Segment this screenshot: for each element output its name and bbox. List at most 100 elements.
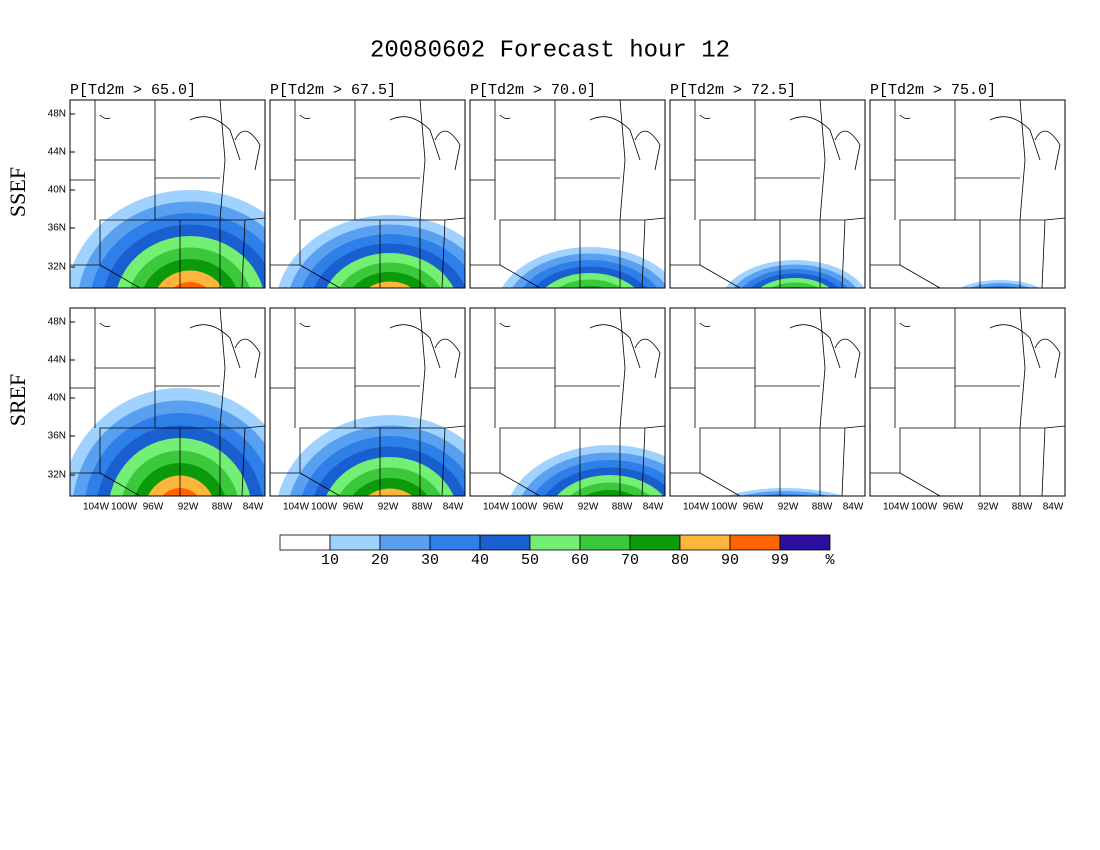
state-border — [899, 264, 941, 288]
lon-label: 88W — [1012, 502, 1033, 513]
colorbar-label: 80 — [671, 552, 689, 569]
lat-label: 36N — [48, 223, 66, 234]
map-panel — [270, 100, 465, 329]
panel-frame — [469, 307, 666, 497]
state-border — [299, 264, 341, 288]
row-label: SSEF — [5, 167, 30, 217]
panel-title: P[Td2m > 75.0] — [870, 82, 996, 99]
state-border — [899, 322, 911, 327]
map-panel — [870, 308, 1065, 496]
lon-label: 104W — [83, 502, 110, 513]
state-border — [699, 322, 711, 327]
state-border — [634, 130, 661, 171]
lon-label: 104W — [283, 502, 310, 513]
state-border — [699, 472, 741, 496]
state-border — [870, 308, 896, 389]
state-border — [95, 100, 156, 161]
state-border — [1034, 338, 1061, 379]
probability-area — [367, 291, 413, 329]
state-border — [789, 116, 841, 161]
panel-frame — [869, 307, 1066, 497]
lon-label: 96W — [943, 502, 964, 513]
colorbar-label: 90 — [721, 552, 739, 569]
state-border — [270, 308, 296, 389]
lat-label: 40N — [48, 185, 66, 196]
state-border — [555, 217, 665, 221]
state-border — [1034, 130, 1061, 171]
panel-title: P[Td2m > 70.0] — [470, 82, 596, 99]
probability-area — [575, 286, 605, 288]
state-border — [955, 217, 1065, 221]
colorbar-box — [479, 534, 531, 551]
state-border — [299, 472, 341, 496]
probability-area — [569, 482, 651, 496]
probability-area — [368, 281, 412, 288]
colorbar-label: 30 — [421, 552, 439, 569]
lon-label: 84W — [1043, 502, 1064, 513]
map-panel — [670, 308, 865, 496]
colorbar-box — [679, 534, 731, 551]
state-border — [670, 308, 696, 389]
colorbar-label: 10 — [321, 552, 339, 569]
state-border — [670, 100, 696, 181]
state-border — [619, 308, 626, 496]
state-border — [899, 114, 911, 119]
colorbar-label: 99 — [771, 552, 789, 569]
lon-label: 100W — [311, 502, 338, 513]
state-border — [499, 472, 541, 496]
state-border — [241, 427, 246, 496]
colorbar-box — [279, 534, 331, 551]
map-panel — [70, 308, 265, 496]
map-panel — [70, 100, 265, 288]
state-border — [434, 338, 461, 379]
state-border — [434, 130, 461, 171]
state-border — [589, 116, 641, 161]
state-border — [989, 324, 1041, 369]
state-border — [670, 368, 756, 474]
lon-label: 92W — [378, 502, 399, 513]
figure-title: 20080602 Forecast hour 12 — [370, 37, 730, 64]
lon-label: 88W — [612, 502, 633, 513]
lon-label: 84W — [843, 502, 864, 513]
state-border — [895, 308, 956, 369]
lon-label: 100W — [511, 502, 538, 513]
state-border — [495, 308, 556, 369]
colorbar-label: 70 — [621, 552, 639, 569]
state-border — [841, 427, 846, 496]
state-border — [834, 338, 861, 379]
map-panel — [670, 100, 865, 288]
lon-label: 104W — [883, 502, 910, 513]
probability-area — [571, 299, 609, 325]
lon-label: 100W — [111, 502, 138, 513]
colorbar-box — [779, 534, 831, 551]
lon-label: 84W — [443, 502, 464, 513]
state-border — [755, 425, 865, 429]
state-border — [695, 308, 756, 369]
lon-label: 88W — [212, 502, 233, 513]
colorbar-box — [329, 534, 381, 551]
lon-label: 92W — [778, 502, 799, 513]
state-border — [1019, 308, 1026, 496]
lat-label: 44N — [48, 147, 66, 158]
probability-area — [557, 279, 623, 288]
state-border — [1041, 219, 1046, 288]
probability-area — [352, 272, 428, 288]
state-border — [270, 100, 296, 181]
state-border — [819, 308, 826, 496]
panel-frame — [69, 307, 266, 497]
state-border — [634, 338, 661, 379]
state-border — [441, 219, 446, 288]
state-border — [755, 217, 865, 221]
state-border — [70, 160, 156, 266]
lat-label: 32N — [48, 470, 66, 481]
state-border — [234, 338, 261, 379]
state-border — [989, 116, 1041, 161]
state-border — [99, 322, 111, 327]
colorbar-box — [529, 534, 581, 551]
lon-label: 96W — [343, 502, 364, 513]
probability-area — [986, 294, 1015, 305]
state-border — [834, 130, 861, 171]
state-border — [299, 114, 311, 119]
probability-area — [770, 282, 820, 288]
lon-label: 104W — [683, 502, 710, 513]
